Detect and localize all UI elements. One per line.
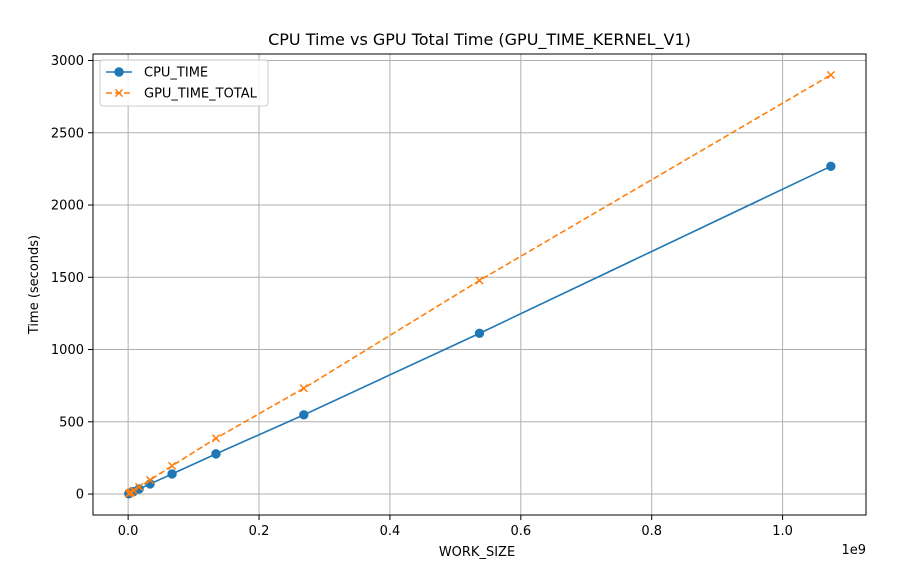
- x-tick-label: 1.0: [772, 524, 793, 539]
- x-marker-stroke: [299, 384, 308, 393]
- x-marker-stroke: [145, 475, 155, 485]
- data-point-cpu-time: [211, 449, 221, 459]
- data-point-cpu-time: [826, 161, 836, 171]
- x-tick-label: 0.4: [380, 524, 401, 539]
- data-point-cpu-time: [299, 410, 309, 420]
- x-marker-stroke: [134, 482, 144, 492]
- plot-frame: [92, 53, 867, 516]
- x-axis-ticks: 0.0 0.2 0.4 0.6 0.8 1.0: [118, 515, 793, 539]
- y-tick-label: 2000: [51, 199, 84, 214]
- data-point-gpu-time-total: [475, 276, 484, 285]
- legend-box: [99, 59, 269, 107]
- y-tick-label: 500: [59, 415, 84, 430]
- x-marker-stroke: [475, 276, 484, 285]
- data-point-gpu-time-total: [129, 486, 138, 495]
- data-point-gpu-time-total: [299, 384, 308, 393]
- grid-lines: [93, 54, 866, 515]
- data-point-gpu-time-total: [145, 475, 155, 485]
- data-point-cpu-time: [474, 328, 485, 339]
- x-tick-label: 0.8: [641, 524, 662, 539]
- y-tick-label: 0: [76, 488, 84, 503]
- data-point-cpu-time: [167, 469, 177, 479]
- x-axis-label: WORK_SIZE: [439, 545, 515, 560]
- chart-title: CPU Time vs GPU Total Time (GPU_TIME_KER…: [268, 30, 691, 50]
- y-tick-label: 1500: [51, 271, 84, 286]
- x-tick-label: 0.2: [249, 524, 270, 539]
- data-point-gpu-time-total: [167, 461, 177, 470]
- x-marker-stroke: [211, 434, 221, 443]
- data-point-gpu-time-total: [134, 482, 144, 492]
- legend-marker: [114, 67, 124, 77]
- y-tick-label: 3000: [51, 54, 84, 69]
- data-point-gpu-time-total: [211, 434, 221, 443]
- legend-label: GPU_TIME_TOTAL: [144, 87, 258, 102]
- y-tick-label: 2500: [51, 126, 84, 141]
- data-point-gpu-time-total: [826, 70, 835, 80]
- y-axis-ticks: 0 500 1000 1500 2000 2500 3000: [51, 54, 93, 503]
- x-marker-stroke: [129, 486, 138, 495]
- legend-marker: [114, 88, 124, 98]
- x-tick-label: 0.6: [510, 524, 531, 539]
- x-marker-stroke: [826, 70, 835, 80]
- series-layer: [124, 70, 836, 499]
- x-marker-stroke: [167, 461, 177, 470]
- legend-label: CPU_TIME: [144, 66, 208, 81]
- y-axis-label: Time (seconds): [27, 235, 42, 335]
- y-tick-label: 1000: [51, 343, 84, 358]
- legend: CPU_TIME GPU_TIME_TOTAL: [99, 59, 269, 107]
- x-tick-label: 0.0: [118, 524, 139, 539]
- x-axis-offset-text: 1e9: [841, 543, 866, 558]
